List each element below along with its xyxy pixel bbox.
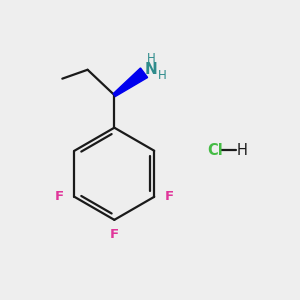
Text: Cl: Cl [208,142,223,158]
Polygon shape [113,68,148,96]
Text: N: N [145,62,158,77]
Text: H: H [237,142,248,158]
Text: F: F [110,228,119,241]
Text: F: F [164,190,174,203]
Text: H: H [158,69,166,82]
Text: F: F [55,190,64,203]
Text: H: H [147,52,156,65]
